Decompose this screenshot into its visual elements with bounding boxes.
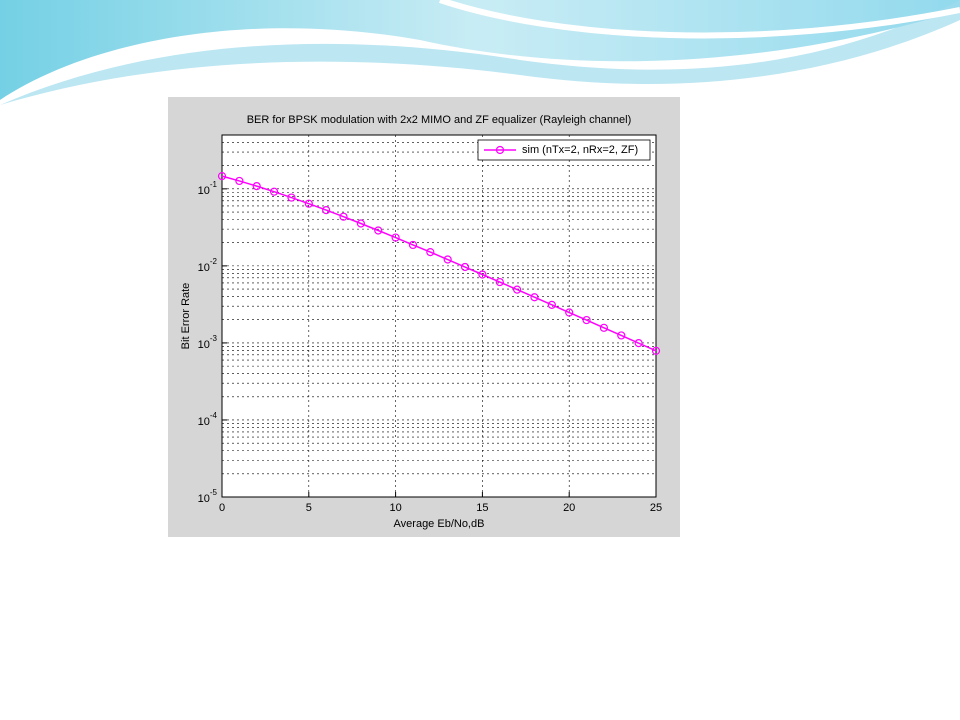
marker bbox=[287, 193, 296, 202]
marker bbox=[513, 285, 522, 294]
marker bbox=[356, 219, 365, 228]
marker bbox=[634, 339, 643, 348]
marker bbox=[495, 277, 504, 287]
y-tick-label: 10-5 bbox=[198, 488, 218, 505]
marker bbox=[443, 255, 452, 264]
y-tick-label: 10-4 bbox=[198, 411, 218, 428]
marker bbox=[269, 187, 279, 196]
y-tick-label: 10-1 bbox=[198, 180, 218, 197]
marker bbox=[235, 176, 244, 186]
marker bbox=[478, 270, 487, 279]
marker bbox=[217, 171, 227, 181]
x-tick-label: 0 bbox=[219, 502, 225, 514]
tick-exponent: -3 bbox=[210, 334, 218, 343]
marker bbox=[617, 331, 626, 340]
tick-base: 10 bbox=[198, 185, 210, 197]
header-wave bbox=[439, 0, 960, 39]
tick-exponent: -4 bbox=[210, 411, 218, 420]
tick-exponent: -2 bbox=[210, 257, 218, 266]
marker bbox=[530, 293, 539, 302]
legend-label: sim (nTx=2, nRx=2, ZF) bbox=[522, 144, 638, 156]
x-tick-label: 15 bbox=[476, 502, 488, 514]
plot-area bbox=[221, 134, 657, 498]
marker bbox=[582, 315, 591, 325]
legend-marker bbox=[495, 145, 505, 155]
header-wave bbox=[0, 0, 960, 105]
header-wave bbox=[0, 0, 960, 100]
marker bbox=[651, 346, 661, 355]
marker bbox=[408, 240, 418, 250]
y-tick-label: 10-3 bbox=[198, 334, 218, 351]
x-tick-label: 5 bbox=[306, 502, 312, 514]
x-tick-label: 10 bbox=[389, 502, 401, 514]
marker bbox=[599, 323, 609, 332]
marker bbox=[547, 300, 556, 309]
tick-base: 10 bbox=[198, 416, 210, 428]
y-tick-label: 10-2 bbox=[198, 257, 218, 274]
marker bbox=[252, 182, 261, 191]
y-axis-label: Bit Error Rate bbox=[180, 283, 192, 350]
marker bbox=[304, 199, 313, 208]
tick-exponent: -5 bbox=[210, 488, 218, 497]
marker bbox=[322, 205, 331, 215]
marker bbox=[460, 262, 470, 272]
marker bbox=[339, 212, 348, 221]
x-axis-label: Average Eb/No,dB bbox=[394, 518, 485, 530]
tick-base: 10 bbox=[198, 262, 210, 274]
legend-box bbox=[477, 139, 651, 161]
marker bbox=[374, 226, 383, 235]
chart-title: BER for BPSK modulation with 2x2 MIMO an… bbox=[247, 114, 632, 126]
marker bbox=[565, 308, 574, 317]
x-tick-label: 20 bbox=[563, 502, 575, 514]
tick-exponent: -1 bbox=[210, 180, 218, 189]
x-tick-label: 25 bbox=[650, 502, 662, 514]
marker bbox=[426, 247, 435, 257]
tick-base: 10 bbox=[198, 339, 210, 351]
marker bbox=[391, 233, 400, 242]
tick-base: 10 bbox=[198, 493, 210, 505]
